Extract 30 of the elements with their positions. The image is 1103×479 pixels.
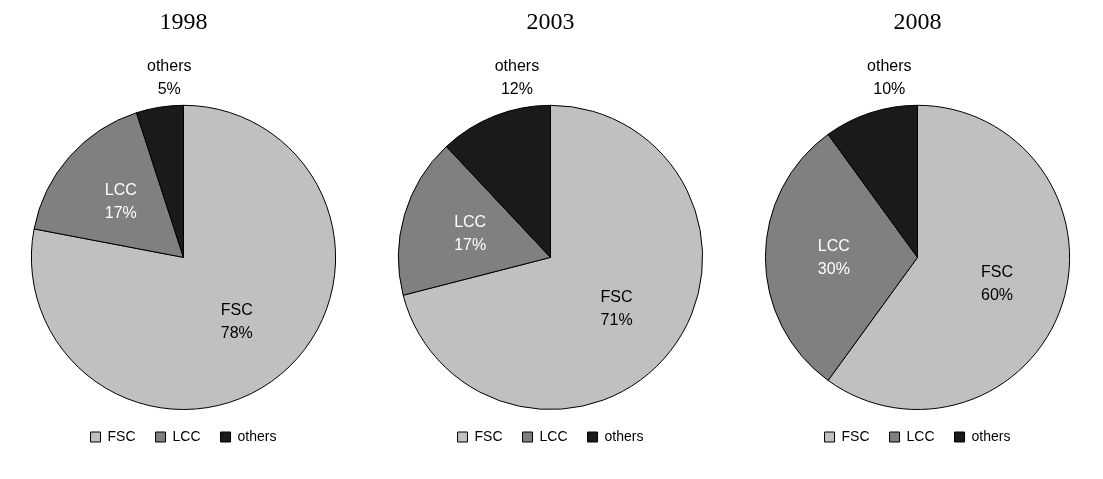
legend-label: FSC: [474, 427, 503, 444]
slice-label: FSC: [600, 288, 633, 306]
data-label: 78%: [220, 324, 253, 342]
slice-label: FSC: [981, 262, 1014, 280]
slice-label: LCC: [817, 236, 850, 254]
slice-label: others: [146, 56, 192, 74]
chart-title: 2003: [526, 7, 575, 34]
data-label: 17%: [454, 236, 487, 254]
legend-label: others: [237, 427, 277, 444]
data-label: 17%: [104, 204, 137, 222]
legend-label: LCC: [906, 427, 935, 444]
legend-label: LCC: [172, 427, 201, 444]
legend-label: LCC: [539, 427, 568, 444]
slice-label: LCC: [454, 213, 487, 231]
data-label: 60%: [981, 285, 1014, 303]
data-label: 10%: [873, 79, 906, 97]
chart-title: 2008: [893, 7, 942, 34]
legend-label: FSC: [841, 427, 870, 444]
data-label: 71%: [600, 311, 633, 329]
legend-label: others: [971, 427, 1011, 444]
legend-label: others: [604, 427, 644, 444]
legend-label: FSC: [107, 427, 136, 444]
chart-title: 1998: [159, 7, 208, 34]
slice-label: others: [494, 56, 540, 74]
slice-label: FSC: [220, 301, 253, 319]
data-label: 30%: [817, 259, 850, 277]
slice-label: others: [867, 56, 912, 74]
data-label: 12%: [500, 79, 533, 97]
data-label: 5%: [157, 79, 181, 97]
slice-label: LCC: [104, 181, 137, 199]
